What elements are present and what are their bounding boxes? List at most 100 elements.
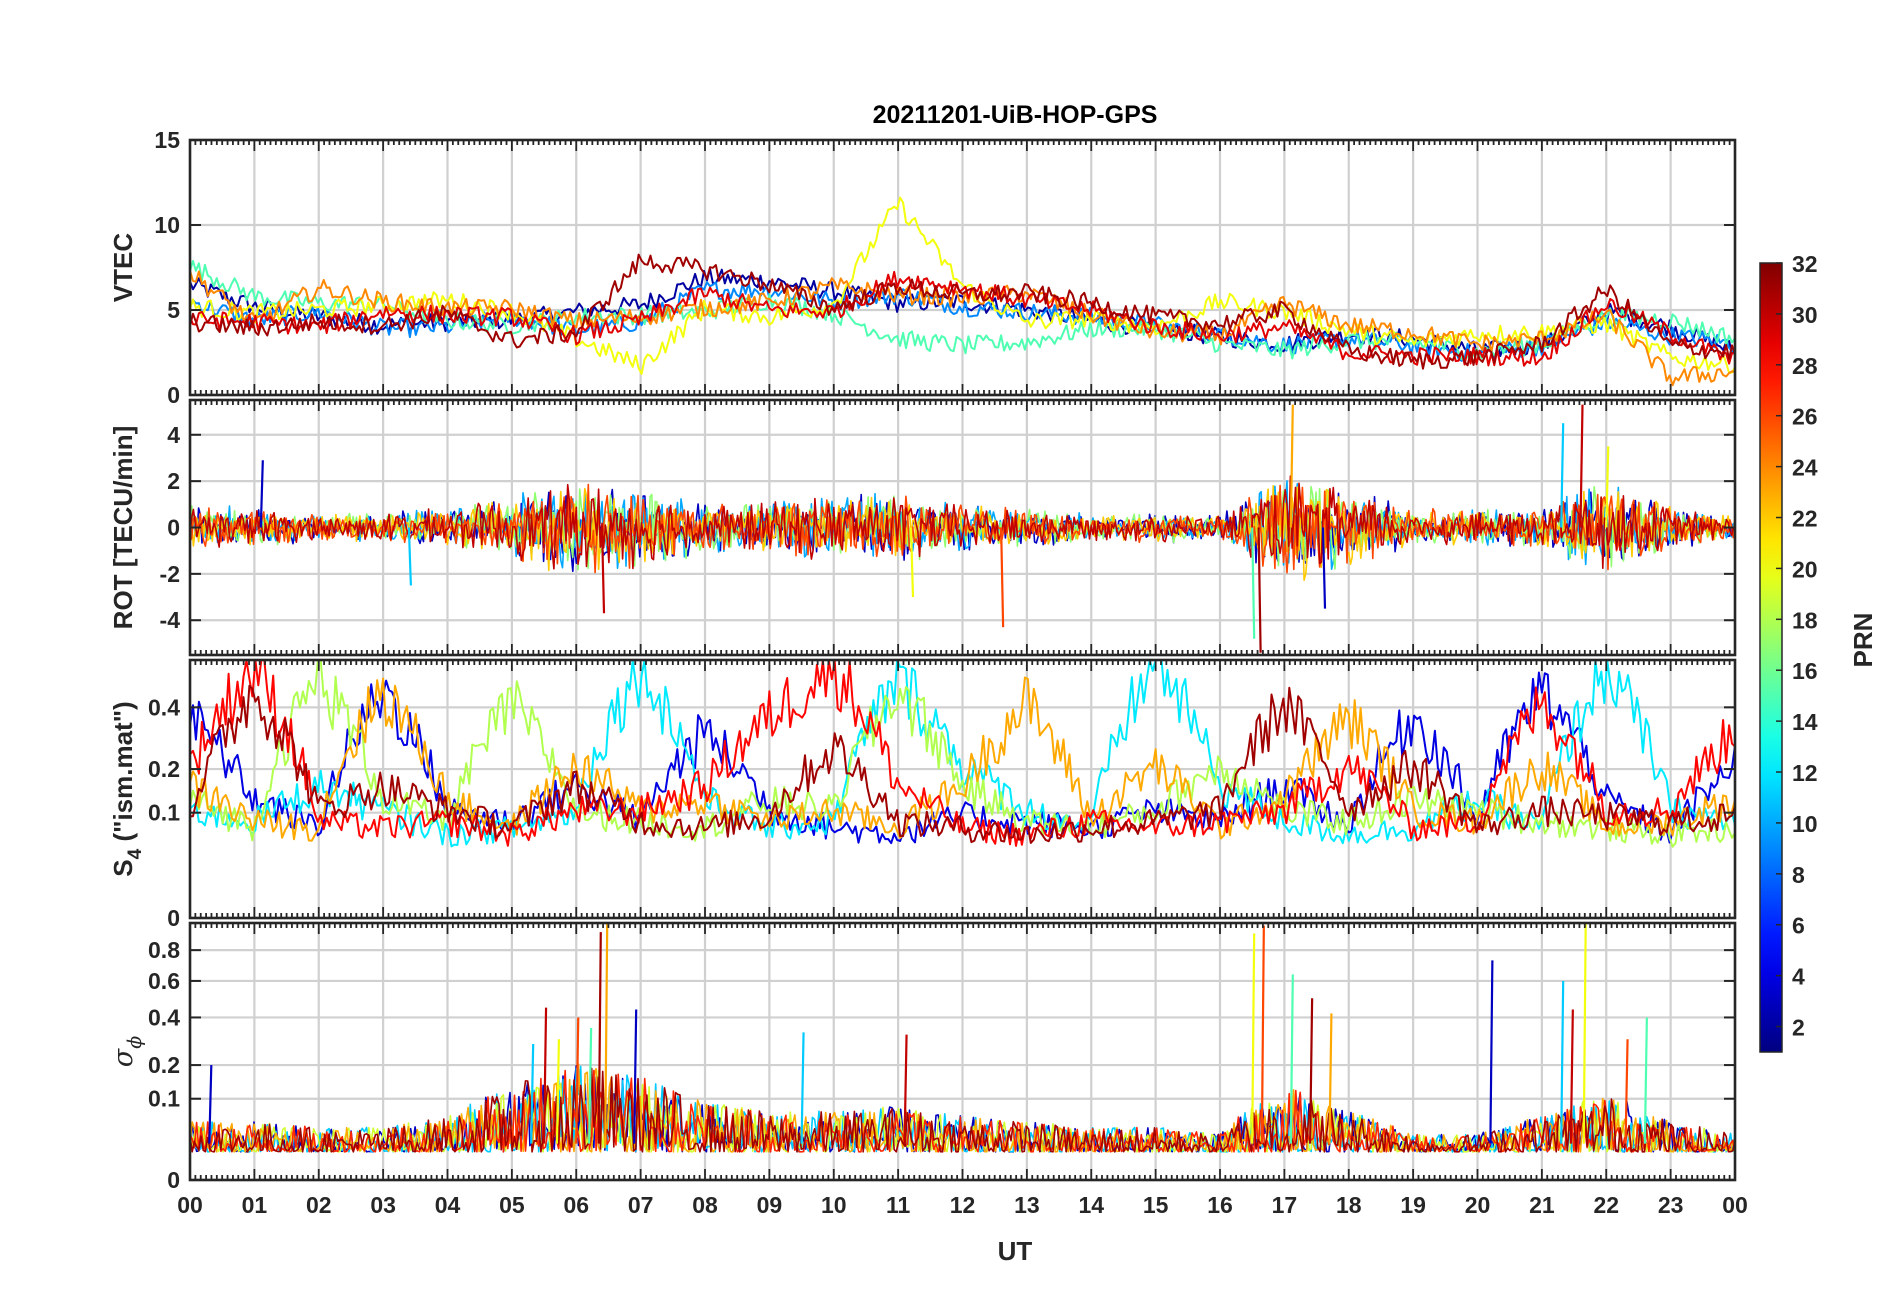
series-prn-24 (189, 270, 1736, 387)
y-tick-label: 15 (154, 127, 180, 153)
data-spike (555, 1039, 561, 1144)
data-spike (588, 1027, 593, 1144)
series-prn-31 (189, 1067, 1736, 1153)
y-tick-label: 0 (167, 515, 180, 541)
y-tick-label: -2 (160, 561, 180, 587)
data-spike (1605, 446, 1610, 528)
data-spike (1251, 527, 1256, 639)
colorbar-gradient (1759, 262, 1783, 1053)
y-axis-label: σϕ (108, 1036, 146, 1067)
y-tick-label: 0.4 (148, 694, 180, 720)
y-tick-label: 0 (167, 905, 180, 931)
data-spike (1000, 527, 1005, 628)
x-tick-label: 23 (1658, 1192, 1684, 1218)
x-tick-label: 07 (628, 1192, 654, 1218)
data-spike (1321, 527, 1327, 609)
x-tick-label: 03 (370, 1192, 396, 1218)
x-tick-label: 05 (499, 1192, 525, 1218)
x-axis-label: UT (998, 1236, 1033, 1266)
x-tick-label: 19 (1400, 1192, 1426, 1218)
x-tick-label: 17 (1272, 1192, 1298, 1218)
x-tick-label: 09 (757, 1192, 783, 1218)
data-spike (1582, 922, 1587, 1144)
series-prn-20 (189, 196, 1736, 375)
x-tick-label: 11 (886, 1192, 911, 1218)
y-tick-label: 0.1 (148, 800, 180, 826)
data-spike (633, 1009, 638, 1144)
colorbar-tick-label: 32 (1792, 251, 1818, 277)
data-spike (530, 1043, 535, 1144)
data-spike (1579, 404, 1584, 528)
data-spike (604, 922, 609, 1144)
data-spike (1257, 527, 1262, 653)
x-tick-label: 14 (1078, 1192, 1104, 1218)
series-prn-31 (189, 253, 1736, 370)
data-spike (1624, 1039, 1629, 1144)
series-prn-29 (189, 270, 1736, 367)
data-spike (1643, 1017, 1648, 1144)
panel-data (189, 196, 1736, 387)
x-tick-label: 20 (1465, 1192, 1491, 1218)
series-prn-31 (190, 684, 1736, 844)
colorbar-tick-label: 4 (1792, 964, 1805, 990)
chart-title: 20211201-UiB-HOP-GPS (873, 101, 1158, 129)
data-spike (208, 1065, 213, 1144)
data-spike (1260, 925, 1265, 1144)
colorbar-tick-label: 14 (1792, 709, 1818, 735)
x-tick-label: 18 (1336, 1192, 1362, 1218)
data-spike (1251, 933, 1256, 1144)
y-tick-label: 0 (167, 382, 180, 408)
y-tick-label: 0.1 (148, 1086, 180, 1112)
y-tick-label: 4 (167, 422, 180, 448)
y-axis-label: S4 ("ism.mat") (108, 701, 146, 876)
y-tick-label: -4 (160, 607, 181, 633)
x-tick-label: 21 (1529, 1192, 1555, 1218)
panel-data (189, 659, 1736, 848)
data-spike (1328, 1013, 1333, 1144)
colorbar-tick-label: 12 (1792, 760, 1818, 786)
y-tick-label: 0.2 (148, 756, 180, 782)
x-tick-label: 00 (177, 1192, 203, 1218)
x-tick-label: 01 (242, 1192, 268, 1218)
data-spike (1569, 1009, 1574, 1144)
data-spike (1309, 998, 1314, 1144)
y-tick-label: 0.4 (148, 1004, 180, 1030)
x-tick-label: 06 (563, 1192, 589, 1218)
colorbar-tick-label: 30 (1792, 302, 1818, 328)
y-tick-label: 0.6 (148, 968, 180, 994)
x-tick-label: 13 (1014, 1192, 1040, 1218)
colorbar-tick-label: 2 (1792, 1015, 1805, 1041)
data-spike (1289, 974, 1294, 1144)
colorbar-label: PRN (1848, 613, 1878, 668)
data-spike (909, 527, 915, 598)
x-tick-label: 22 (1593, 1192, 1619, 1218)
data-spike (1560, 423, 1565, 528)
panel-data (189, 922, 1736, 1153)
panel-vtec: 0 5 10 15 VTEC (108, 127, 1737, 408)
x-tick-label: 16 (1207, 1192, 1233, 1218)
series-prn-26 (189, 483, 1736, 574)
colorbar-tick-label: 26 (1792, 404, 1818, 430)
y-axis-label: VTEC (108, 233, 138, 303)
data-spike (1489, 960, 1494, 1144)
panel-rot: -4 -2 0 2 4 ROT [TECU/min] (108, 398, 1737, 657)
colorbar-tick-label: 8 (1792, 862, 1805, 888)
y-tick-label: 10 (154, 212, 180, 238)
data-spike (1289, 404, 1294, 528)
panel-s4: 0 0.1 0.2 0.4S4 ("ism.mat") (108, 658, 1737, 931)
x-tick-label: 08 (692, 1192, 718, 1218)
data-spike (800, 1032, 805, 1144)
x-tick-label: 10 (821, 1192, 847, 1218)
x-tick-label: 02 (306, 1192, 332, 1218)
y-tick-label: 5 (167, 297, 180, 323)
panel-data (189, 404, 1736, 653)
data-spike (259, 460, 264, 528)
colorbar-tick-label: 24 (1792, 455, 1818, 481)
series-prn-12 (189, 659, 1736, 848)
colorbar-tick-label: 16 (1792, 658, 1818, 684)
data-spike (903, 1034, 908, 1144)
x-tick-label: 15 (1143, 1192, 1169, 1218)
data-spike (575, 1017, 580, 1144)
colorbar-tick-label: 22 (1792, 506, 1818, 532)
